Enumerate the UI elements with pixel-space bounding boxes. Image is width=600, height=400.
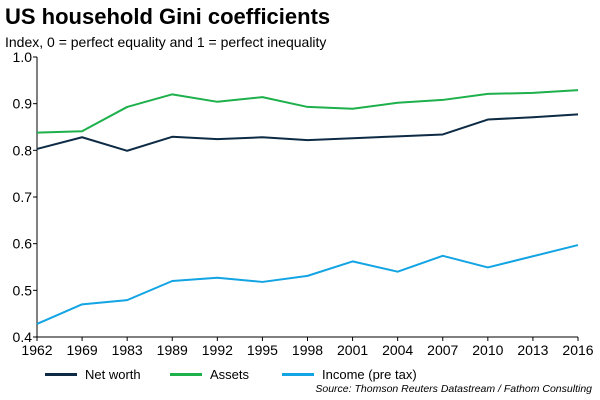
x-tick-label: 1992 [202, 342, 233, 358]
y-tick-label: 0.4 [13, 329, 33, 345]
x-tick-label: 2013 [517, 342, 548, 358]
x-tick-label: 2004 [382, 342, 413, 358]
x-tick-label: 2001 [337, 342, 368, 358]
y-tick-label: 0.7 [13, 189, 33, 205]
x-tick-label: 1995 [247, 342, 278, 358]
legend-label: Income (pre tax) [322, 367, 417, 382]
chart-title: US household Gini coefficients [5, 4, 331, 29]
series-line-assets [36, 89, 579, 134]
legend-item-income: Income (pre tax) [282, 367, 417, 382]
y-tick-label: 0.6 [13, 236, 33, 252]
series-line-income-pre-tax [36, 244, 579, 325]
y-tick-label: 0.8 [13, 142, 33, 158]
x-tick-label: 1998 [292, 342, 323, 358]
legend-label: Assets [210, 367, 250, 382]
legend-swatch [45, 373, 77, 376]
x-tick-label: 1969 [67, 342, 98, 358]
y-tick-label: 1.0 [13, 49, 33, 65]
legend-label: Net worth [85, 367, 141, 382]
x-tick-label: 2007 [427, 342, 458, 358]
legend-item-net-worth: Net worth [45, 367, 141, 382]
legend-item-assets: Assets [170, 367, 249, 382]
legend-swatch [282, 373, 314, 376]
x-tick-label: 2016 [562, 342, 593, 358]
x-tick-label: 1983 [112, 342, 143, 358]
source-note: Source: Thomson Reuters Datastream / Fat… [315, 383, 592, 395]
chart-subtitle: Index, 0 = perfect equality and 1 = perf… [5, 34, 327, 50]
x-tick-label: 1989 [157, 342, 188, 358]
y-tick-label: 0.5 [13, 282, 33, 298]
x-tick-label: 2010 [472, 342, 503, 358]
x-tick-label: 1962 [21, 342, 52, 358]
legend-swatch [170, 373, 202, 376]
series-line-net-worth [36, 113, 579, 152]
y-tick-label: 0.9 [13, 96, 33, 112]
